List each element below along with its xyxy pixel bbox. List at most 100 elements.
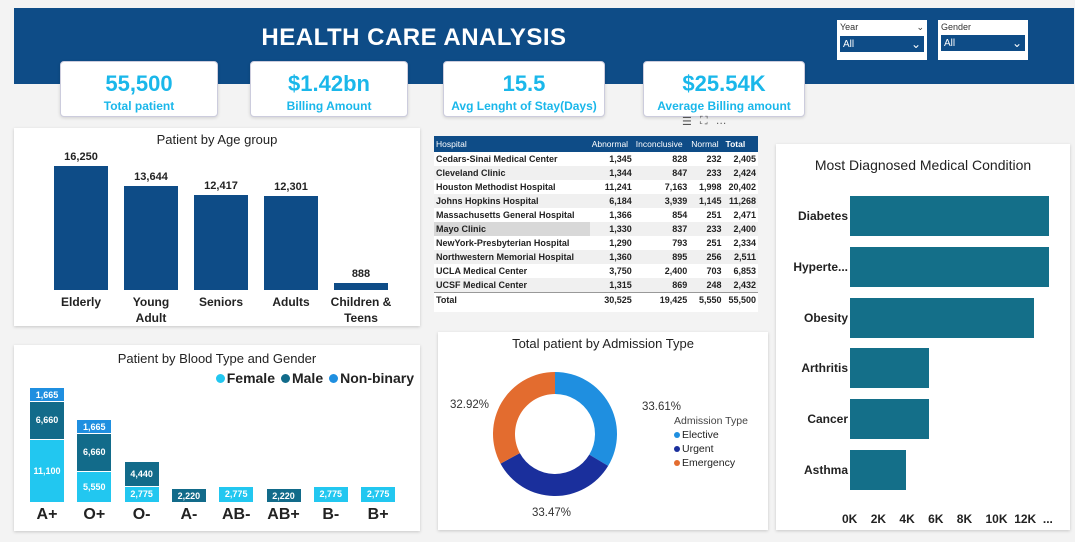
bar-value-label: 12,417 bbox=[204, 180, 238, 193]
legend-title: Admission Type bbox=[674, 415, 748, 427]
blood-type-chart[interactable]: Patient by Blood Type and Gender Female … bbox=[14, 345, 420, 531]
legend-dot bbox=[674, 432, 680, 438]
slice-percent-label: 32.92% bbox=[450, 399, 489, 411]
bar-segment-male[interactable]: 6,660 bbox=[77, 432, 112, 471]
filter-icon[interactable]: ☰ bbox=[682, 116, 692, 128]
medical-condition-chart[interactable]: Most Diagnosed Medical Condition Diabete… bbox=[776, 144, 1070, 530]
bar[interactable] bbox=[850, 297, 1035, 338]
bar-segment-female[interactable]: 11,100 bbox=[30, 439, 64, 502]
table-row[interactable]: Mayo Clinic 1,330 837 233 2,400 bbox=[434, 222, 758, 236]
admission-type-chart[interactable]: Total patient by Admission Type 33.61% 33… bbox=[438, 332, 768, 530]
bar-segment-female[interactable]: 2,775 bbox=[361, 486, 396, 502]
bar[interactable] bbox=[264, 196, 318, 290]
category-label-line: Children & bbox=[330, 295, 392, 309]
table-cell: 895 bbox=[633, 250, 690, 264]
legend-item-emergency[interactable]: Emergency bbox=[674, 456, 748, 470]
bar-segment-male[interactable]: 2,220 bbox=[171, 488, 206, 502]
bar-segment-male[interactable]: 2,220 bbox=[266, 488, 301, 502]
year-dropdown[interactable]: All ⌄ bbox=[840, 36, 924, 52]
table-cell: 256 bbox=[689, 250, 724, 264]
category-label: Cancer bbox=[807, 412, 848, 427]
kpi-label: Avg Lenght of Stay(Days) bbox=[451, 99, 597, 113]
table-row[interactable]: Northwestern Memorial Hospital 1,360 895 25… bbox=[434, 250, 758, 264]
category-label: Seniors bbox=[181, 294, 261, 310]
legend-label: Non-binary bbox=[340, 370, 414, 386]
column-header[interactable]: Total bbox=[723, 136, 758, 152]
category-label-line: Elderly bbox=[60, 295, 102, 309]
column-header[interactable]: Normal bbox=[689, 136, 724, 152]
legend-dot bbox=[280, 374, 290, 383]
legend-item-female[interactable]: Female bbox=[215, 370, 275, 386]
bar-segment-male[interactable]: 4,440 bbox=[124, 461, 159, 487]
table-cell: 251 bbox=[706, 210, 722, 220]
bar[interactable] bbox=[850, 246, 1049, 287]
more-options-icon[interactable]: … bbox=[715, 115, 727, 127]
table-cell: Cleveland Clinic bbox=[434, 166, 590, 180]
bar-segment-non-binary[interactable]: 1,665 bbox=[77, 418, 112, 433]
table-row[interactable]: Massachusetts General Hospital 1,366 854 25… bbox=[434, 208, 758, 222]
kpi-label: Average Billing amount bbox=[657, 99, 791, 113]
chart-legend: Female Male Non-binary bbox=[215, 370, 414, 386]
table-row[interactable]: Cleveland Clinic 1,344 847 233 2,424 bbox=[434, 166, 758, 180]
legend-label: Male bbox=[291, 370, 324, 386]
chart-title: Patient by Age group bbox=[156, 132, 278, 147]
table-row[interactable]: UCSF Medical Center 1,315 869 248 2,432 bbox=[434, 278, 758, 293]
table-row[interactable]: UCLA Medical Center 3,750 2,400 703 6,853 bbox=[434, 264, 758, 278]
bar[interactable] bbox=[850, 399, 930, 440]
bar-segment-female[interactable]: 2,775 bbox=[124, 486, 159, 502]
donut-slice-urgent[interactable] bbox=[500, 453, 609, 496]
legend-label: Emergency bbox=[682, 457, 736, 469]
column-header[interactable]: Abnormal bbox=[589, 136, 634, 152]
bar-segment-female[interactable]: 2,775 bbox=[313, 486, 348, 502]
bar[interactable] bbox=[54, 166, 108, 290]
category-label: Children & Teens bbox=[321, 294, 401, 326]
kpi-label: Billing Amount bbox=[286, 99, 372, 113]
table-cell: 854 bbox=[672, 210, 688, 220]
table-cell: 1,345 bbox=[609, 154, 632, 164]
table-cell: 19,425 bbox=[633, 292, 690, 307]
bar[interactable] bbox=[334, 283, 388, 290]
donut-slice-emergency[interactable] bbox=[492, 371, 555, 464]
hospital-results-table[interactable]: Hospital Abnormal Inconclusive Normal Total … bbox=[434, 136, 758, 312]
bar-segment-male[interactable]: 6,660 bbox=[30, 401, 64, 440]
bar[interactable] bbox=[194, 195, 248, 290]
age-group-chart[interactable]: Patient by Age group 16,250 Elderly 13,644… bbox=[14, 128, 420, 326]
column-header[interactable]: Inconclusive bbox=[633, 136, 690, 152]
bar-segment-non-binary[interactable]: 1,665 bbox=[30, 387, 64, 402]
table-cell: Mayo Clinic bbox=[434, 222, 590, 236]
table-cell: Houston Methodist Hospital bbox=[436, 182, 556, 192]
legend-item-urgent[interactable]: Urgent bbox=[674, 442, 748, 456]
category-label: AB- bbox=[221, 506, 251, 523]
bar[interactable] bbox=[850, 348, 930, 389]
chart-title: Most Diagnosed Medical Condition bbox=[814, 157, 1032, 173]
donut-slice-elective[interactable] bbox=[555, 372, 617, 466]
bar-segment-female[interactable]: 2,775 bbox=[219, 486, 254, 502]
bar[interactable] bbox=[850, 196, 1049, 236]
table-cell: 5,550 bbox=[689, 292, 724, 307]
year-slicer[interactable]: Year ⌄ All ⌄ bbox=[837, 20, 927, 60]
category-label-line: Adult bbox=[135, 311, 167, 325]
column-header[interactable]: Hospital bbox=[434, 136, 590, 152]
table-row[interactable]: Houston Methodist Hospital 11,241 7,163 1,9… bbox=[434, 180, 758, 194]
bar[interactable] bbox=[850, 450, 906, 490]
table-cell: 3,939 bbox=[633, 194, 690, 208]
table-row[interactable]: Cedars-Sinai Medical Center 1,345 828 232 2,… bbox=[434, 152, 758, 166]
bar-segment-female[interactable]: 5,550 bbox=[77, 470, 112, 502]
gender-slicer[interactable]: Gender All ⌄ bbox=[938, 20, 1028, 60]
table-cell: 1,344 bbox=[589, 166, 634, 180]
table-row[interactable]: NewYork-Presbyterian Hospital 1,290 793 251… bbox=[434, 236, 758, 250]
chart-title: Patient by Blood Type and Gender bbox=[117, 351, 317, 366]
category-label: B+ bbox=[367, 506, 389, 523]
visual-toolbar: ☰ ⛶ … bbox=[682, 115, 727, 128]
category-label-line: Seniors bbox=[198, 295, 243, 309]
focus-mode-icon[interactable]: ⛶ bbox=[699, 115, 708, 127]
gender-dropdown[interactable]: All ⌄ bbox=[941, 35, 1025, 51]
table-cell: UCLA Medical Center bbox=[436, 266, 528, 276]
bar[interactable] bbox=[124, 185, 178, 290]
total-row[interactable]: Total 30,525 19,425 5,550 55,500 bbox=[434, 292, 758, 307]
table-row[interactable]: Johns Hopkins Hospital 6,184 3,939 1,145 11,… bbox=[434, 194, 758, 208]
legend-item-non-binary[interactable]: Non-binary bbox=[329, 370, 414, 386]
legend-item-male[interactable]: Male bbox=[280, 370, 324, 386]
category-label: Arthritis bbox=[801, 361, 848, 376]
legend-item-elective[interactable]: Elective bbox=[674, 428, 748, 442]
